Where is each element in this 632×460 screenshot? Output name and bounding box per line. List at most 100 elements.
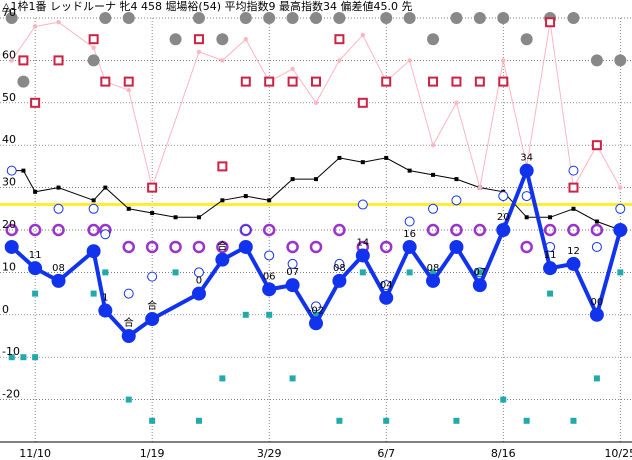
data-point	[450, 223, 463, 237]
data-point	[262, 282, 277, 297]
data-point	[430, 269, 437, 276]
data-point	[426, 273, 441, 288]
data-point	[589, 307, 604, 322]
chart-title: △1枠1番 レッドルーナ 牝4 458 堀場裕(54) 平均指数9 最高指数34…	[2, 0, 413, 13]
data-point	[147, 182, 158, 193]
data-label: 合	[217, 240, 227, 253]
data-point	[379, 240, 393, 254]
data-point	[523, 417, 530, 424]
data-point	[381, 76, 392, 87]
data-point	[169, 240, 182, 254]
data-point	[196, 49, 202, 55]
data-point	[52, 223, 65, 237]
data-point	[88, 203, 99, 214]
data-point	[474, 76, 485, 87]
data-point	[238, 239, 253, 254]
data-label: 08	[52, 263, 65, 274]
data-point	[5, 223, 18, 237]
data-point	[53, 203, 64, 214]
data-point	[100, 76, 111, 87]
data-point	[594, 219, 599, 224]
data-point	[476, 269, 483, 276]
data-point	[56, 185, 61, 190]
data-point	[122, 12, 135, 24]
data-point	[17, 75, 30, 88]
data-point	[567, 223, 580, 237]
data-point	[404, 216, 415, 227]
data-point	[98, 303, 113, 318]
data-point	[51, 273, 66, 288]
data-label: 07	[473, 267, 486, 278]
data-point	[519, 163, 534, 178]
data-point	[311, 301, 321, 312]
data-point	[100, 229, 111, 240]
data-point	[311, 76, 321, 87]
data-label: 1	[102, 293, 108, 304]
data-point	[217, 161, 228, 172]
data-point	[501, 58, 506, 63]
data-label: 06	[263, 271, 276, 282]
data-point	[566, 256, 581, 271]
data-point	[313, 100, 319, 106]
data-label: 12	[567, 246, 580, 257]
data-point	[243, 37, 248, 42]
data-point	[360, 160, 365, 165]
data-point	[126, 87, 131, 93]
data-point	[289, 375, 296, 382]
x-tick-label: 6/7	[377, 447, 395, 460]
data-point	[122, 240, 135, 254]
data-point	[32, 290, 39, 297]
data-label: 07	[286, 267, 299, 278]
data-point	[453, 417, 460, 424]
y-tick-label: 30	[2, 176, 16, 189]
data-point	[570, 417, 577, 424]
data-point	[406, 269, 413, 276]
data-point	[220, 58, 225, 63]
data-point	[567, 12, 580, 24]
data-label: 00	[591, 297, 604, 308]
series-layer	[4, 12, 628, 424]
data-point	[195, 417, 202, 424]
data-label: 合	[124, 316, 134, 329]
data-point	[239, 12, 252, 24]
data-point	[286, 12, 299, 24]
data-point	[123, 76, 134, 87]
data-point	[590, 223, 604, 237]
data-point	[379, 290, 394, 305]
data-point	[103, 185, 108, 190]
data-point	[123, 288, 134, 299]
data-point	[88, 34, 99, 45]
data-point	[618, 185, 623, 190]
data-point	[32, 24, 38, 29]
data-point	[407, 58, 412, 63]
data-point	[145, 240, 159, 254]
data-point	[5, 12, 18, 24]
data-point	[614, 54, 627, 67]
data-point	[4, 239, 19, 254]
series-gray-dots	[5, 12, 627, 88]
data-point	[285, 278, 300, 293]
data-point	[543, 223, 557, 237]
data-label: 合	[147, 299, 157, 312]
data-point	[450, 12, 463, 24]
series-blue-hollow-circles	[6, 165, 626, 312]
data-point	[571, 206, 576, 211]
data-point	[219, 375, 226, 382]
data-point	[617, 269, 624, 276]
data-point	[521, 191, 532, 202]
y-tick-label: 40	[2, 133, 16, 146]
data-point	[615, 203, 626, 214]
data-point	[332, 273, 347, 288]
data-point	[267, 198, 272, 203]
data-label: 11	[29, 250, 42, 261]
data-point	[216, 240, 229, 254]
data-point	[590, 54, 603, 67]
data-label: 16	[403, 229, 416, 240]
data-point	[498, 191, 509, 202]
data-point	[431, 172, 436, 177]
data-point	[333, 12, 346, 24]
data-point	[32, 354, 39, 361]
data-point	[451, 195, 462, 206]
x-tick-label: 3/29	[257, 447, 282, 460]
